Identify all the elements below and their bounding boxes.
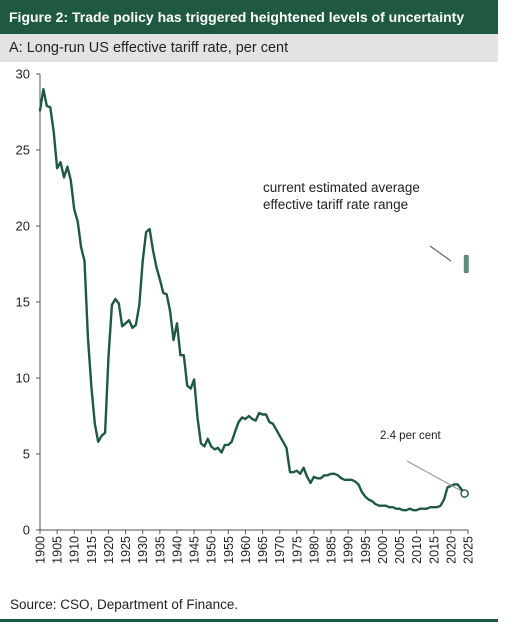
y-tick-labels: 0 5 10 15 20 25 30 bbox=[16, 67, 40, 538]
range-annotation-text: current estimated average bbox=[263, 180, 420, 195]
x-tick-label: 1945 bbox=[188, 536, 202, 564]
x-tick-label: 2020 bbox=[444, 536, 458, 564]
y-tick-label: 15 bbox=[16, 295, 30, 310]
latest-annotation-leader bbox=[406, 460, 461, 492]
x-tick-label: 2025 bbox=[462, 536, 476, 564]
latest-value-marker bbox=[460, 489, 469, 498]
tariff-rate-series-line bbox=[38, 88, 466, 512]
panel-title: A: Long-run US effective tariff rate, pe… bbox=[0, 34, 498, 62]
x-tick-label: 1930 bbox=[136, 536, 150, 564]
y-tick-label: 10 bbox=[16, 371, 30, 386]
x-tick-label: 1955 bbox=[222, 536, 236, 564]
y-tick-label: 20 bbox=[16, 219, 30, 234]
y-tick-label: 30 bbox=[16, 67, 30, 82]
x-tick-label: 1965 bbox=[256, 536, 270, 564]
source-note: Source: CSO, Department of Finance. bbox=[10, 597, 239, 612]
range-annotation-leader bbox=[429, 245, 452, 262]
x-tick-label: 1960 bbox=[239, 536, 253, 564]
x-tick-label: 1940 bbox=[170, 536, 184, 564]
range-annotation-text: effective tariff rate range bbox=[263, 197, 408, 212]
x-tick-label: 1905 bbox=[51, 536, 65, 564]
x-tick-label: 1925 bbox=[119, 536, 133, 564]
x-tick-label: 1990 bbox=[342, 536, 356, 564]
x-tick-label: 1980 bbox=[307, 536, 321, 564]
x-tick-label: 1950 bbox=[205, 536, 219, 564]
x-tick-label: 2000 bbox=[376, 536, 390, 564]
x-tick-label: 1975 bbox=[290, 536, 304, 564]
axes bbox=[39, 74, 468, 531]
x-tick-label: 1900 bbox=[34, 536, 48, 564]
plot-area bbox=[38, 88, 469, 512]
tariff-range-marker bbox=[463, 254, 469, 274]
x-tick-label: 2005 bbox=[393, 536, 407, 564]
latest-annotation-text: 2.4 per cent bbox=[380, 430, 442, 442]
x-tick-label: 1995 bbox=[359, 536, 373, 564]
x-tick-label: 1985 bbox=[325, 536, 339, 564]
x-tick-label: 1970 bbox=[273, 536, 287, 564]
bottom-rule bbox=[0, 619, 498, 622]
figure-title: Figure 2: Trade policy has triggered hei… bbox=[0, 0, 498, 34]
x-tick-label: 2010 bbox=[410, 536, 424, 564]
annotations: current estimated average effective tarif… bbox=[263, 180, 461, 492]
y-tick-label: 5 bbox=[23, 447, 30, 462]
x-tick-label: 1910 bbox=[68, 536, 82, 564]
x-tick-label: 1935 bbox=[153, 536, 167, 564]
x-tick-label: 1920 bbox=[102, 536, 116, 564]
x-tick-label: 1915 bbox=[85, 536, 99, 564]
y-tick-label: 0 bbox=[23, 523, 30, 538]
x-tick-label: 2015 bbox=[427, 536, 441, 564]
y-tick-label: 25 bbox=[16, 143, 30, 158]
x-tick-labels: 1900 1905 1910 1915 1920 1925 1930 1935 1940 1945… bbox=[34, 530, 476, 564]
